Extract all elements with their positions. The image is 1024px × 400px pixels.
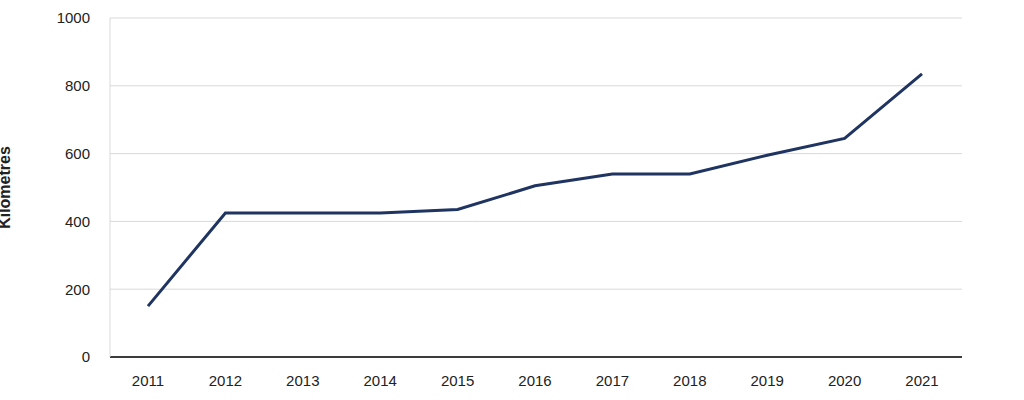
svg-text:200: 200 — [65, 281, 90, 298]
svg-text:2018: 2018 — [673, 372, 706, 389]
svg-text:2014: 2014 — [364, 372, 397, 389]
svg-text:2019: 2019 — [751, 372, 784, 389]
svg-text:2016: 2016 — [518, 372, 551, 389]
svg-text:1000: 1000 — [57, 9, 90, 26]
svg-text:2012: 2012 — [209, 372, 242, 389]
svg-text:800: 800 — [65, 77, 90, 94]
svg-text:400: 400 — [65, 213, 90, 230]
svg-text:2017: 2017 — [596, 372, 629, 389]
svg-text:2015: 2015 — [441, 372, 474, 389]
svg-text:2020: 2020 — [828, 372, 861, 389]
svg-text:0: 0 — [82, 348, 90, 365]
svg-text:2011: 2011 — [132, 372, 164, 389]
svg-text:600: 600 — [65, 145, 90, 162]
svg-text:2021: 2021 — [905, 372, 938, 389]
svg-text:Kilometres: Kilometres — [8, 146, 13, 229]
svg-text:2013: 2013 — [286, 372, 319, 389]
